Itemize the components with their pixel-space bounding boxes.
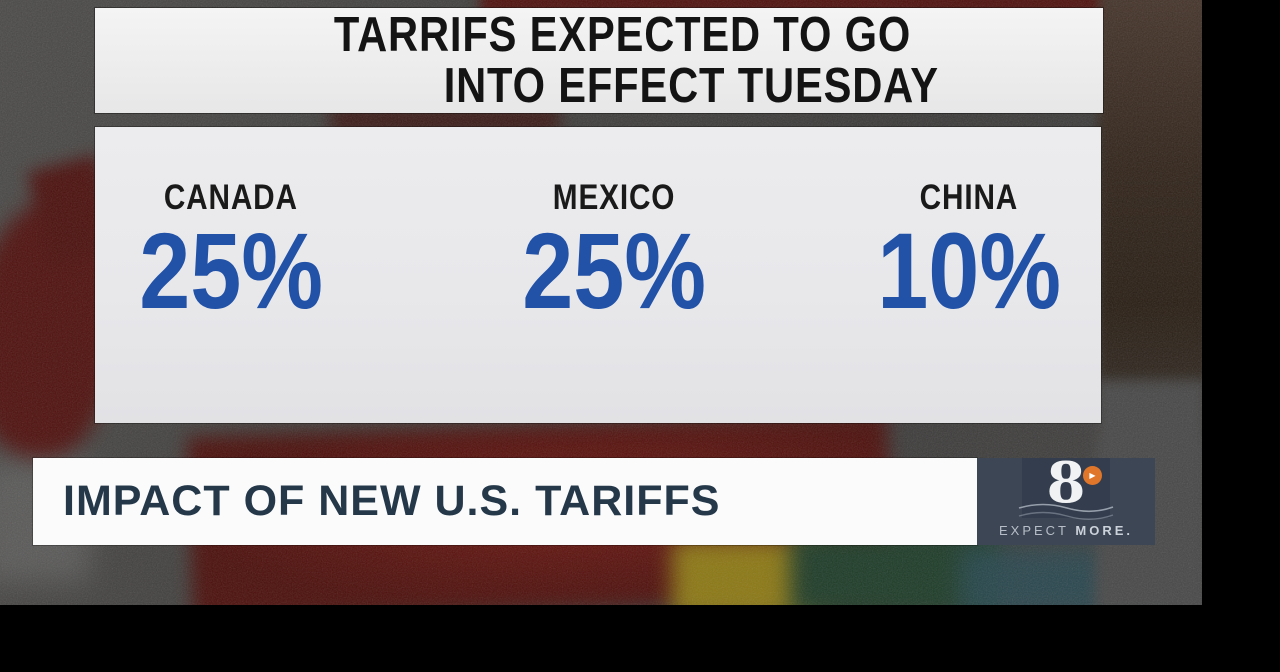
tariff-rate-text: 25% [522, 210, 706, 331]
station-tagline: EXPECT MORE. [977, 523, 1155, 538]
tagline-more: MORE. [1075, 523, 1134, 538]
country-label: CANADA [71, 179, 391, 217]
tagline-expect: EXPECT [998, 523, 1069, 538]
headline-box: TARRIFS EXPECTED TO GO INTO EFFECT TUESD… [95, 8, 1103, 113]
play-icon: ▶ [1083, 466, 1102, 485]
country-label-text: CANADA [163, 178, 299, 217]
lower-third-banner: IMPACT OF NEW U.S. TARIFFS [33, 458, 977, 545]
headline-line-2-text: INTO EFFECT TUESDAY [443, 59, 939, 113]
tariff-rate-text: 25% [139, 210, 323, 331]
tariff-item-mexico: MEXICO 25% [454, 179, 774, 331]
lower-third-title: IMPACT OF NEW U.S. TARIFFS [63, 477, 721, 525]
country-label: MEXICO [454, 179, 774, 217]
tariff-rate: 25% [454, 210, 774, 331]
logo-wave-lines [1018, 503, 1114, 520]
black-bottom-bar [0, 605, 1280, 672]
tariff-rate: 25% [71, 210, 391, 331]
tariff-rate: 10% [809, 210, 1129, 331]
channel-8-logo: 8 [1046, 450, 1086, 516]
tariff-item-china: CHINA 10% [809, 179, 1129, 331]
country-label: CHINA [809, 179, 1129, 217]
country-label-text: CHINA [919, 178, 1019, 217]
tariff-item-canada: CANADA 25% [71, 179, 391, 331]
station-logo: 8 ▶ EXPECT MORE. [977, 452, 1155, 545]
country-label-text: MEXICO [552, 178, 676, 217]
headline-line-1-text: TARRIFS EXPECTED TO GO [334, 8, 912, 62]
tariff-panel: CANADA 25% MEXICO 25% CHINA 10% [95, 127, 1101, 423]
tariff-rate-text: 10% [877, 210, 1061, 331]
black-side-bar [1202, 0, 1280, 672]
headline-line-2: INTO EFFECT TUESDAY [187, 61, 1195, 112]
headline-line-1: TARRIFS EXPECTED TO GO [119, 10, 1127, 61]
